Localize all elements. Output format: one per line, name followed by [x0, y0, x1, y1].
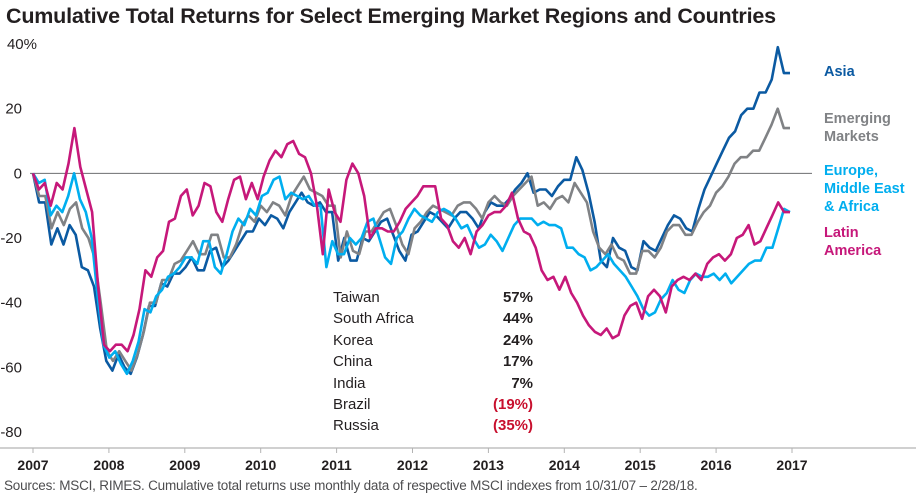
- series-line-latin-america: [31, 126, 790, 353]
- source-note: Sources: MSCI, RIMES. Cumulative total r…: [4, 478, 698, 493]
- legend-label-latin-america: Latin America: [824, 225, 882, 259]
- country-name: China: [333, 353, 373, 371]
- series-line-europe-middle-east-africa: [31, 172, 791, 376]
- y-axis: 40% 20 0 -20 -40 -60 -80: [0, 36, 37, 441]
- country-name: Taiwan: [333, 289, 380, 306]
- country-row: Taiwan 57%: [333, 287, 533, 308]
- x-tick-label: 2010: [245, 457, 276, 473]
- x-tick-label: 2015: [625, 457, 656, 473]
- x-tick-label: 2013: [473, 457, 504, 473]
- x-tick-label: 2017: [776, 457, 807, 473]
- y-tick-label: -80: [0, 424, 22, 441]
- x-tick-label: 2011: [321, 457, 352, 473]
- country-return: 7%: [511, 374, 533, 392]
- y-tick-label: 20: [5, 101, 22, 118]
- x-tick-label: 2012: [397, 457, 428, 473]
- y-tick-label: -40: [0, 295, 22, 312]
- country-return: 17%: [502, 353, 533, 371]
- legend-label-asia: Asia: [824, 64, 855, 80]
- country-row: South Africa 44%: [333, 308, 533, 329]
- series-lines: [31, 45, 791, 376]
- country-name: India: [333, 374, 366, 392]
- country-name: Korea: [333, 331, 374, 349]
- country-return: 24%: [502, 331, 533, 349]
- country-return: (35%): [492, 417, 533, 435]
- country-returns-table: Taiwan 57% South Africa 44% Korea 24% China…: [333, 287, 533, 437]
- country-return: (19%): [492, 395, 533, 413]
- x-tick-label: 2008: [93, 457, 124, 473]
- country-name: Brazil: [333, 395, 371, 413]
- country-row: Korea 24%: [333, 330, 533, 351]
- country-row: China 17%: [333, 351, 533, 372]
- country-return: 57%: [502, 289, 533, 306]
- y-tick-label: 40%: [7, 36, 37, 53]
- country-row: Russia (35%): [333, 415, 533, 436]
- country-name: South Africa: [333, 310, 414, 328]
- y-tick-label: -60: [0, 359, 22, 376]
- x-tick-label: 2014: [549, 457, 580, 473]
- x-tick-label: 2016: [701, 457, 732, 473]
- chart-title: Cumulative Total Returns for Select Emer…: [6, 4, 776, 28]
- country-row: India 7%: [333, 373, 533, 394]
- y-tick-label: -20: [0, 230, 22, 247]
- country-name: Russia: [333, 417, 379, 435]
- legend-label-emea: Europe, Middle East & Africa: [824, 163, 905, 215]
- x-tick-label: 2007: [17, 457, 48, 473]
- x-tick-label: 2009: [169, 457, 200, 473]
- y-tick-label: 0: [14, 165, 22, 182]
- legend-label-emerging-markets: Emerging Markets: [824, 111, 891, 145]
- x-axis: 2007 2008 2009 2010 2011 2012 2013 2014 2015 2016…: [17, 448, 808, 473]
- country-row: Brazil (19%): [333, 394, 533, 415]
- country-return: 44%: [502, 310, 533, 328]
